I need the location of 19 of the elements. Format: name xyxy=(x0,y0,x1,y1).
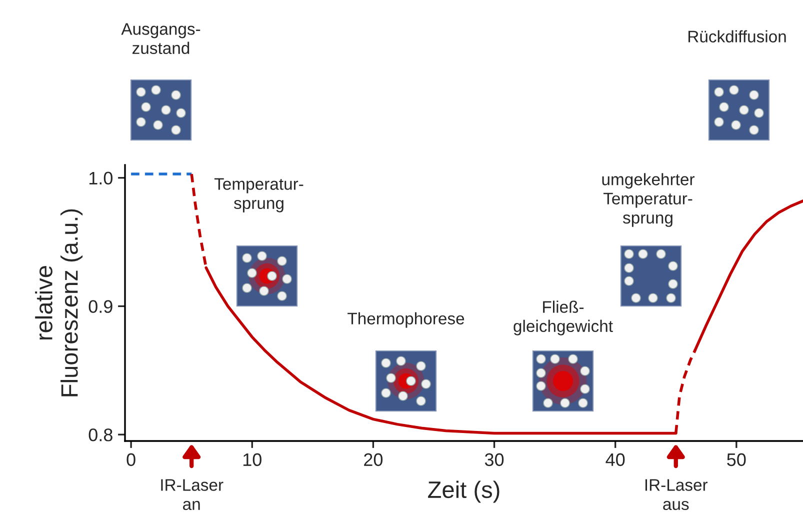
annotation: IR-Laser an xyxy=(161,479,224,510)
x-tick-label: 10 xyxy=(243,453,262,466)
text: Ausgangs- zustand xyxy=(121,23,200,54)
annotation: umgekehrter Temperatur- sprung xyxy=(602,173,695,227)
y-axis-title: relative Fluoreszenz (a.u.) xyxy=(35,209,83,396)
x-axis-title: Zeit (s) xyxy=(428,480,500,503)
text: Rückdiffusion xyxy=(688,30,786,42)
annotation: Thermophorese xyxy=(348,312,464,328)
x-tick-label: 30 xyxy=(484,453,504,466)
y-tick-label: 0.8 xyxy=(88,428,112,442)
x-tick-label: 50 xyxy=(727,453,746,466)
annotation: IR-Laser aus xyxy=(645,479,708,510)
annotation: Fließ- gleichgewicht xyxy=(514,300,613,336)
annotation: Temperatur- sprung xyxy=(214,178,304,212)
y-tick-label: 0.9 xyxy=(88,300,112,313)
x-tick-label: 20 xyxy=(364,453,383,466)
y-tick-label: 1.0 xyxy=(89,172,112,185)
x-tick-label: 40 xyxy=(606,453,625,466)
x-tick-label: 0 xyxy=(126,453,136,466)
